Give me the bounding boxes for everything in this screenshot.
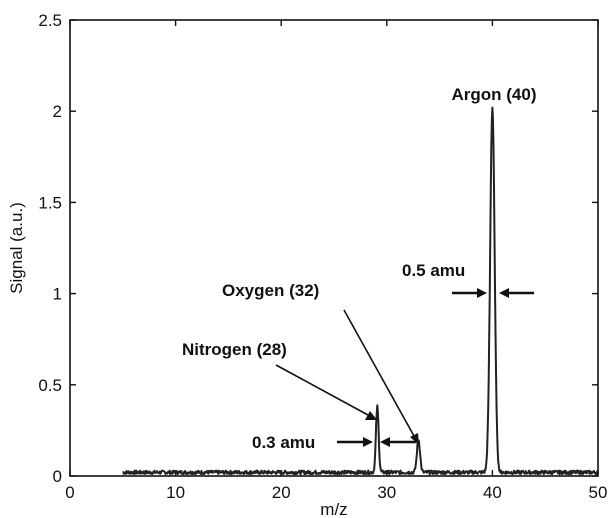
y-axis-label: Signal (a.u.) <box>7 202 26 294</box>
y-tick-label: 0 <box>53 467 62 486</box>
x-tick-label: 20 <box>272 483 291 502</box>
oxygen-pointer-arrowhead <box>410 433 419 445</box>
x-tick-label: 0 <box>65 483 74 502</box>
y-tick-labels: 0 0.5 1 1.5 2 2.5 <box>38 11 62 486</box>
y-tick-label: 1 <box>53 285 62 304</box>
nitrogen-peak-label: Nitrogen (28) <box>182 340 287 359</box>
spectrum-trace <box>122 106 599 476</box>
nitrogen-pointer-arrowhead <box>365 411 377 420</box>
y-tick-label: 2 <box>53 102 62 121</box>
argon-peak-label: Argon (40) <box>452 85 537 104</box>
width-argon-right-arrowhead <box>499 288 509 298</box>
oxygen-pointer-line <box>343 309 415 437</box>
width-argon-left-arrowhead <box>477 288 487 298</box>
x-tick-label: 50 <box>589 483 608 502</box>
width-nitrogen-left-arrowhead <box>363 437 373 447</box>
width-argon-label: 0.5 amu <box>402 261 465 280</box>
x-tick-label: 40 <box>483 483 502 502</box>
y-tick-label: 2.5 <box>38 11 62 30</box>
width-nitrogen-right-arrowhead <box>380 437 390 447</box>
axis-ticks <box>69 19 599 477</box>
x-tick-labels: 0 10 20 30 40 50 <box>65 483 607 502</box>
y-tick-label: 0.5 <box>38 376 62 395</box>
x-axis-label: m/z <box>320 500 347 518</box>
x-tick-label: 30 <box>377 483 396 502</box>
width-nitrogen-label: 0.3 amu <box>252 433 315 452</box>
nitrogen-pointer-line <box>275 364 369 416</box>
oxygen-peak-label: Oxygen (32) <box>222 281 319 300</box>
y-tick-label: 1.5 <box>38 193 62 212</box>
x-tick-label: 10 <box>166 483 185 502</box>
plot-frame <box>69 19 599 477</box>
